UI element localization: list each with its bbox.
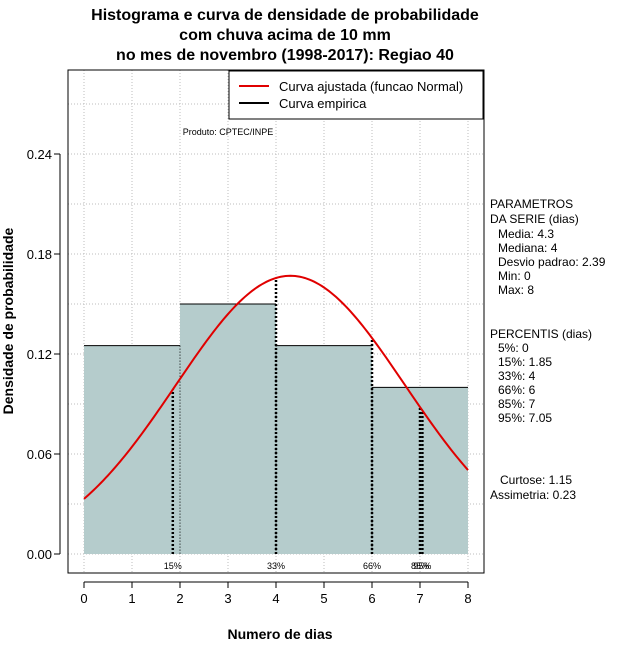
percentil-33: 33%: 4 bbox=[498, 369, 536, 383]
y-tick-label: 0.00 bbox=[27, 547, 52, 562]
x-tick-label: 8 bbox=[464, 591, 471, 606]
histogram-bar bbox=[180, 304, 276, 554]
percentis-title: PERCENTIS (dias) bbox=[490, 327, 593, 341]
param-max: Max: 8 bbox=[498, 283, 535, 297]
histogram-bar bbox=[372, 387, 468, 554]
percentil-15: 15%: 1.85 bbox=[498, 355, 553, 369]
plot-frame bbox=[67, 69, 485, 574]
param-min: Min: 0 bbox=[498, 269, 531, 283]
legend-box bbox=[228, 70, 484, 120]
percentil-95: 95%: 7.05 bbox=[498, 411, 553, 425]
x-tick-label: 2 bbox=[176, 591, 183, 606]
percentile-label: 33% bbox=[267, 561, 285, 571]
percentile-label: 95% bbox=[413, 561, 431, 571]
x-tick-label: 7 bbox=[416, 591, 423, 606]
x-tick-label: 1 bbox=[128, 591, 135, 606]
legend-empirical-label: Curva empirica bbox=[279, 96, 367, 111]
param-mediana: Mediana: 4 bbox=[498, 241, 558, 255]
histogram-bar bbox=[84, 345, 180, 554]
x-axis-title: Numero de dias bbox=[227, 626, 333, 642]
param-desvio: Desvio padrao: 2.39 bbox=[498, 255, 606, 269]
curtose-text: Curtose: 1.15 bbox=[500, 473, 573, 487]
y-tick-label: 0.06 bbox=[27, 447, 52, 462]
x-tick-label: 6 bbox=[368, 591, 375, 606]
fitted-normal-curve bbox=[83, 274, 469, 500]
assimetria-text: Assimetria: 0.23 bbox=[490, 488, 577, 502]
chart-title-line-1: Histograma e curva de densidade de proba… bbox=[91, 7, 479, 24]
x-tick-label: 0 bbox=[80, 591, 87, 606]
percentil-66: 66%: 6 bbox=[498, 383, 536, 397]
y-tick-label: 0.12 bbox=[27, 347, 52, 362]
percentile-label: 85% bbox=[411, 561, 429, 571]
x-tick-label: 4 bbox=[272, 591, 279, 606]
percentil-5: 5%: 0 bbox=[498, 341, 529, 355]
histogram-bar bbox=[276, 345, 372, 554]
y-axis-title: Densidade de probabilidade bbox=[0, 227, 16, 415]
product-label: Produto: CPTEC/INPE bbox=[183, 127, 274, 137]
percentile-label: 15% bbox=[164, 561, 182, 571]
params-title: PARAMETROS DA SERIE (dias) bbox=[490, 197, 579, 226]
y-tick-label: 0.18 bbox=[27, 247, 52, 262]
x-tick-label: 5 bbox=[320, 591, 327, 606]
percentil-85: 85%: 7 bbox=[498, 397, 536, 411]
legend-fitted-label: Curva ajustada (funcao Normal) bbox=[279, 79, 463, 94]
param-media: Media: 4.3 bbox=[498, 227, 555, 241]
y-tick-label: 0.24 bbox=[27, 147, 52, 162]
percentile-label: 66% bbox=[363, 561, 381, 571]
x-tick-label: 3 bbox=[224, 591, 231, 606]
chart-title-line-2: com chuva acima de 10 mm bbox=[179, 27, 391, 44]
chart-title-line-3: no mes de novembro (1998-2017): Regiao 4… bbox=[116, 47, 454, 64]
